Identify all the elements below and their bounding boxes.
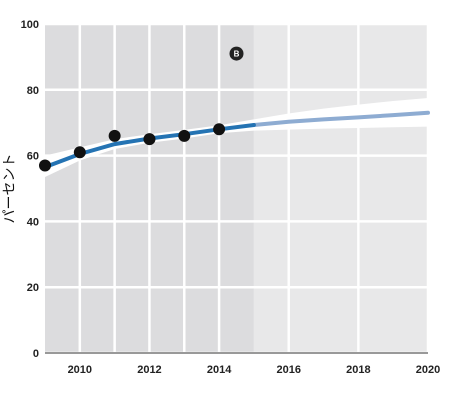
y-tick-label: 40: [27, 216, 39, 228]
data-point: [73, 146, 86, 159]
marker-badge: B: [229, 46, 244, 61]
data-point: [39, 159, 51, 172]
x-tick-label: 2020: [416, 364, 440, 376]
y-tick-label: 100: [21, 19, 39, 31]
x-tick-label: 2014: [207, 364, 232, 376]
x-tick-label: 2016: [276, 364, 300, 376]
x-tick-label: 2018: [346, 364, 370, 376]
y-axis-label: パーセント: [1, 154, 17, 224]
projection-line: [251, 110, 430, 127]
badge-circle: [229, 46, 244, 61]
y-tick-label: 0: [33, 348, 39, 360]
data-point: [108, 129, 121, 142]
data-point: [143, 133, 156, 146]
data-point: [213, 123, 226, 136]
axes: 2010 2012 2014 2016 2018 2020 0 20 40 60 80 100: [21, 19, 441, 376]
projection-period-band: [253, 24, 428, 353]
y-tick-label: 20: [27, 282, 39, 294]
x-tick-label: 2012: [137, 364, 161, 376]
data-point: [178, 129, 191, 142]
x-tick-label: 2010: [68, 364, 92, 376]
y-tick-label: 80: [27, 85, 39, 97]
badge-label: B: [234, 50, 240, 59]
data-points: [39, 123, 226, 172]
plot-background: [45, 24, 428, 353]
y-tick-label: 60: [27, 151, 39, 163]
